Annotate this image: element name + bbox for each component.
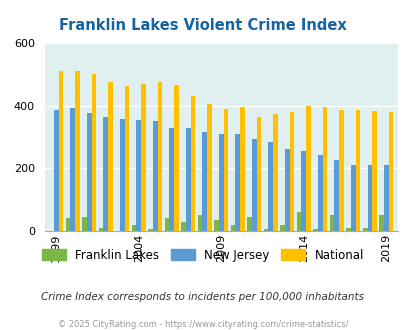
Bar [239,107,244,231]
Bar [305,106,310,231]
Bar [388,112,392,231]
Bar [252,139,256,231]
Bar [148,229,153,231]
Bar [284,149,289,231]
Bar [141,84,145,231]
Bar [91,74,96,231]
Bar [98,228,103,231]
Bar [350,165,355,231]
Bar [87,114,91,231]
Text: © 2025 CityRating.com - https://www.cityrating.com/crime-statistics/: © 2025 CityRating.com - https://www.city… [58,320,347,329]
Bar [301,151,305,231]
Bar [362,228,367,231]
Bar [296,212,301,231]
Bar [313,229,317,231]
Bar [103,116,108,231]
Bar [132,225,136,231]
Bar [247,217,252,231]
Bar [157,82,162,231]
Bar [345,228,350,231]
Bar [119,119,124,231]
Bar [108,82,112,231]
Bar [66,218,70,231]
Bar [214,220,218,231]
Bar [197,215,202,231]
Bar [338,110,343,231]
Bar [54,110,58,231]
Bar [124,86,129,231]
Bar [153,121,157,231]
Text: Franklin Lakes Violent Crime Index: Franklin Lakes Violent Crime Index [59,18,346,33]
Bar [136,120,141,231]
Bar [235,134,239,231]
Bar [169,128,174,231]
Bar [207,104,211,231]
Bar [82,217,87,231]
Bar [329,215,334,231]
Bar [256,116,260,231]
Bar [230,225,235,231]
Bar [218,134,223,231]
Bar [75,71,79,231]
Bar [164,218,169,231]
Bar [371,111,376,231]
Bar [174,85,178,231]
Bar [367,165,371,231]
Bar [317,155,322,231]
Bar [322,107,326,231]
Bar [263,229,268,231]
Bar [70,108,75,231]
Bar [378,215,383,231]
Text: Crime Index corresponds to incidents per 100,000 inhabitants: Crime Index corresponds to incidents per… [41,292,364,302]
Legend: Franklin Lakes, New Jersey, National: Franklin Lakes, New Jersey, National [37,244,368,266]
Bar [334,159,338,231]
Bar [273,114,277,231]
Bar [202,132,207,231]
Bar [181,222,185,231]
Bar [268,142,273,231]
Bar [223,109,228,231]
Bar [185,128,190,231]
Bar [190,96,195,231]
Bar [280,225,284,231]
Bar [58,71,63,231]
Bar [355,110,359,231]
Bar [289,112,294,231]
Bar [383,165,388,231]
